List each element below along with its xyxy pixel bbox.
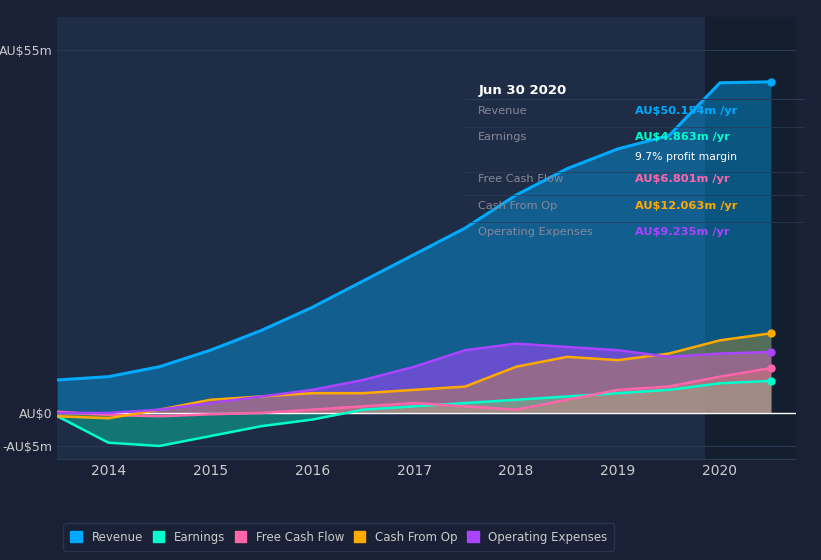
Text: Free Cash Flow: Free Cash Flow (479, 174, 563, 184)
Text: Jun 30 2020: Jun 30 2020 (479, 84, 566, 97)
Text: AU$4.863m /yr: AU$4.863m /yr (635, 132, 730, 142)
Legend: Revenue, Earnings, Free Cash Flow, Cash From Op, Operating Expenses: Revenue, Earnings, Free Cash Flow, Cash … (63, 524, 614, 550)
Bar (704, 17, 796, 459)
Text: AU$12.063m /yr: AU$12.063m /yr (635, 201, 737, 211)
Text: AU$50.154m /yr: AU$50.154m /yr (635, 106, 737, 116)
Text: Operating Expenses: Operating Expenses (479, 227, 593, 237)
Text: Cash From Op: Cash From Op (479, 201, 557, 211)
Text: AU$6.801m /yr: AU$6.801m /yr (635, 174, 730, 184)
Text: 9.7% profit margin: 9.7% profit margin (635, 152, 737, 162)
Text: AU$9.235m /yr: AU$9.235m /yr (635, 227, 730, 237)
Text: Earnings: Earnings (479, 132, 528, 142)
Text: Revenue: Revenue (479, 106, 528, 116)
